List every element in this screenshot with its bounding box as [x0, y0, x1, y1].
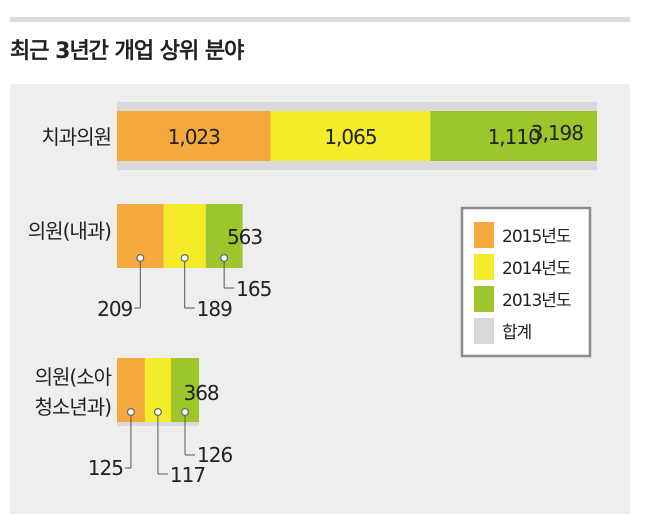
value-label-2014: 189 [197, 297, 232, 321]
legend-label: 합계 [502, 323, 531, 343]
category-label: 청소년과) [35, 395, 112, 419]
leader-dot [126, 408, 135, 417]
value-label-2013: 126 [197, 443, 232, 467]
value-label-2015: 125 [88, 456, 123, 480]
leader-dot [153, 408, 162, 417]
legend-swatch [474, 222, 494, 248]
leader-dot [180, 254, 189, 263]
legend-label: 2015년도 [502, 227, 571, 247]
chart-title: 최근 3년간 개업 상위 분야 [10, 39, 244, 64]
legend-swatch [474, 254, 494, 280]
leader-dot [136, 254, 145, 263]
value-label-2015: 1,023 [168, 125, 221, 149]
category-label: 의원(소아 [35, 365, 112, 389]
value-label-total: 563 [227, 225, 262, 249]
value-label-total: 3,198 [531, 121, 584, 145]
value-label-2014: 1,065 [324, 125, 376, 149]
leader-dot [220, 254, 229, 263]
bar-2013 [430, 111, 597, 161]
legend-label: 2014년도 [502, 259, 571, 279]
category-label: 의원(내과) [28, 219, 111, 243]
top-rule [10, 17, 630, 22]
value-label-2013: 165 [236, 277, 271, 301]
legend-swatch [474, 286, 494, 312]
bar-2014 [270, 111, 431, 161]
legend-label: 2013년도 [502, 291, 571, 311]
value-label-total: 368 [183, 381, 218, 405]
value-label-2013: 1,110 [488, 125, 541, 149]
leader-dot [181, 408, 190, 417]
bar-2015 [117, 111, 271, 161]
value-label-2014: 117 [170, 463, 205, 487]
category-label: 치과의원 [41, 125, 111, 149]
value-label-2015: 209 [97, 297, 132, 321]
legend-swatch [474, 318, 494, 344]
